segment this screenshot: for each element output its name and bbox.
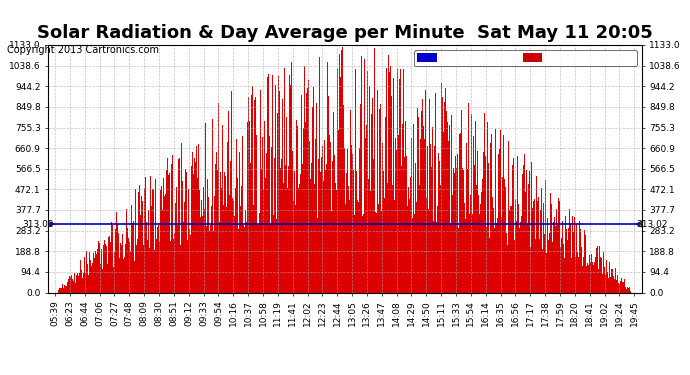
Text: 313.02: 313.02 [22,220,54,229]
Title: Solar Radiation & Day Average per Minute  Sat May 11 20:05: Solar Radiation & Day Average per Minute… [37,24,653,42]
Text: Copyright 2013 Cartronics.com: Copyright 2013 Cartronics.com [7,45,159,55]
Legend: Median (w/m2), Radiation (w/m2): Median (w/m2), Radiation (w/m2) [414,50,637,66]
Text: 313.02: 313.02 [636,220,668,229]
